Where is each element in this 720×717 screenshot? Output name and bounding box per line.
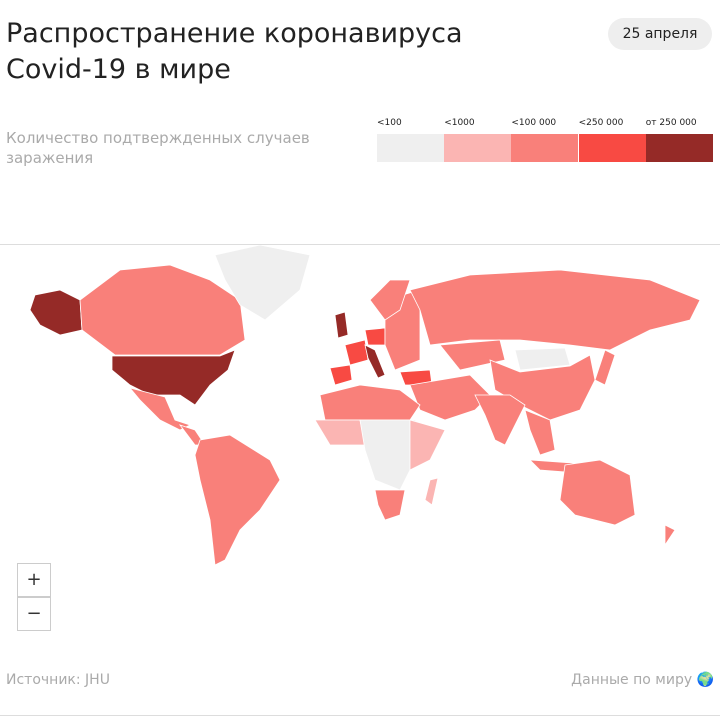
source: Источник: JHU xyxy=(6,672,110,688)
title-line: Covid-19 в мире xyxy=(6,54,231,85)
country[interactable] xyxy=(334,311,349,339)
divider xyxy=(0,715,720,716)
legend-item: <100 xyxy=(377,118,444,162)
country[interactable] xyxy=(409,269,701,351)
country[interactable] xyxy=(364,327,386,346)
title-line: Распространение коронавируса xyxy=(6,18,463,49)
title: Распространение коронавируса Covid-19 в … xyxy=(6,16,463,88)
country[interactable] xyxy=(474,394,526,446)
country[interactable] xyxy=(214,245,311,321)
country[interactable] xyxy=(79,264,246,356)
legend-label: от 250 000 xyxy=(645,118,697,128)
country[interactable] xyxy=(111,349,236,406)
zoom-out[interactable]: − xyxy=(17,597,51,631)
legend-swatch xyxy=(578,134,646,162)
legend-label: <100 xyxy=(377,118,402,128)
world-map[interactable] xyxy=(0,245,720,600)
legend-swatch xyxy=(511,134,579,162)
country[interactable] xyxy=(524,409,556,456)
legend-label: <1000 xyxy=(444,118,475,128)
country[interactable] xyxy=(29,289,83,336)
country[interactable] xyxy=(664,524,676,547)
country[interactable] xyxy=(559,459,636,526)
country[interactable] xyxy=(409,374,491,421)
country[interactable] xyxy=(329,364,353,386)
divider xyxy=(0,244,720,245)
legend-item: <250 000 xyxy=(578,118,646,162)
subtitle: Количество подтвержденных случаев зараже… xyxy=(6,129,310,167)
country[interactable] xyxy=(344,339,369,366)
country[interactable] xyxy=(424,477,439,506)
legend-item: <100 000 xyxy=(511,118,579,162)
world-data-link[interactable]: Данные по миру 🌍 xyxy=(571,672,714,688)
legend-item: <1000 xyxy=(444,118,512,162)
country[interactable] xyxy=(364,344,386,379)
legend-swatch xyxy=(377,134,444,162)
legend-label: <100 000 xyxy=(511,118,557,128)
country[interactable] xyxy=(319,384,421,421)
legend-swatch xyxy=(645,134,713,162)
country[interactable] xyxy=(374,489,406,521)
country[interactable] xyxy=(369,279,411,321)
country[interactable] xyxy=(439,339,506,371)
country[interactable] xyxy=(194,434,281,566)
zoom-in[interactable]: + xyxy=(17,563,51,597)
legend-label: <250 000 xyxy=(578,118,624,128)
country[interactable] xyxy=(409,419,446,471)
country[interactable] xyxy=(514,347,571,371)
legend-item: от 250 000 xyxy=(645,118,713,162)
country[interactable] xyxy=(314,419,366,446)
country[interactable] xyxy=(594,349,616,386)
legend-swatch xyxy=(444,134,512,162)
date-badge: 25 апреля xyxy=(608,18,712,50)
